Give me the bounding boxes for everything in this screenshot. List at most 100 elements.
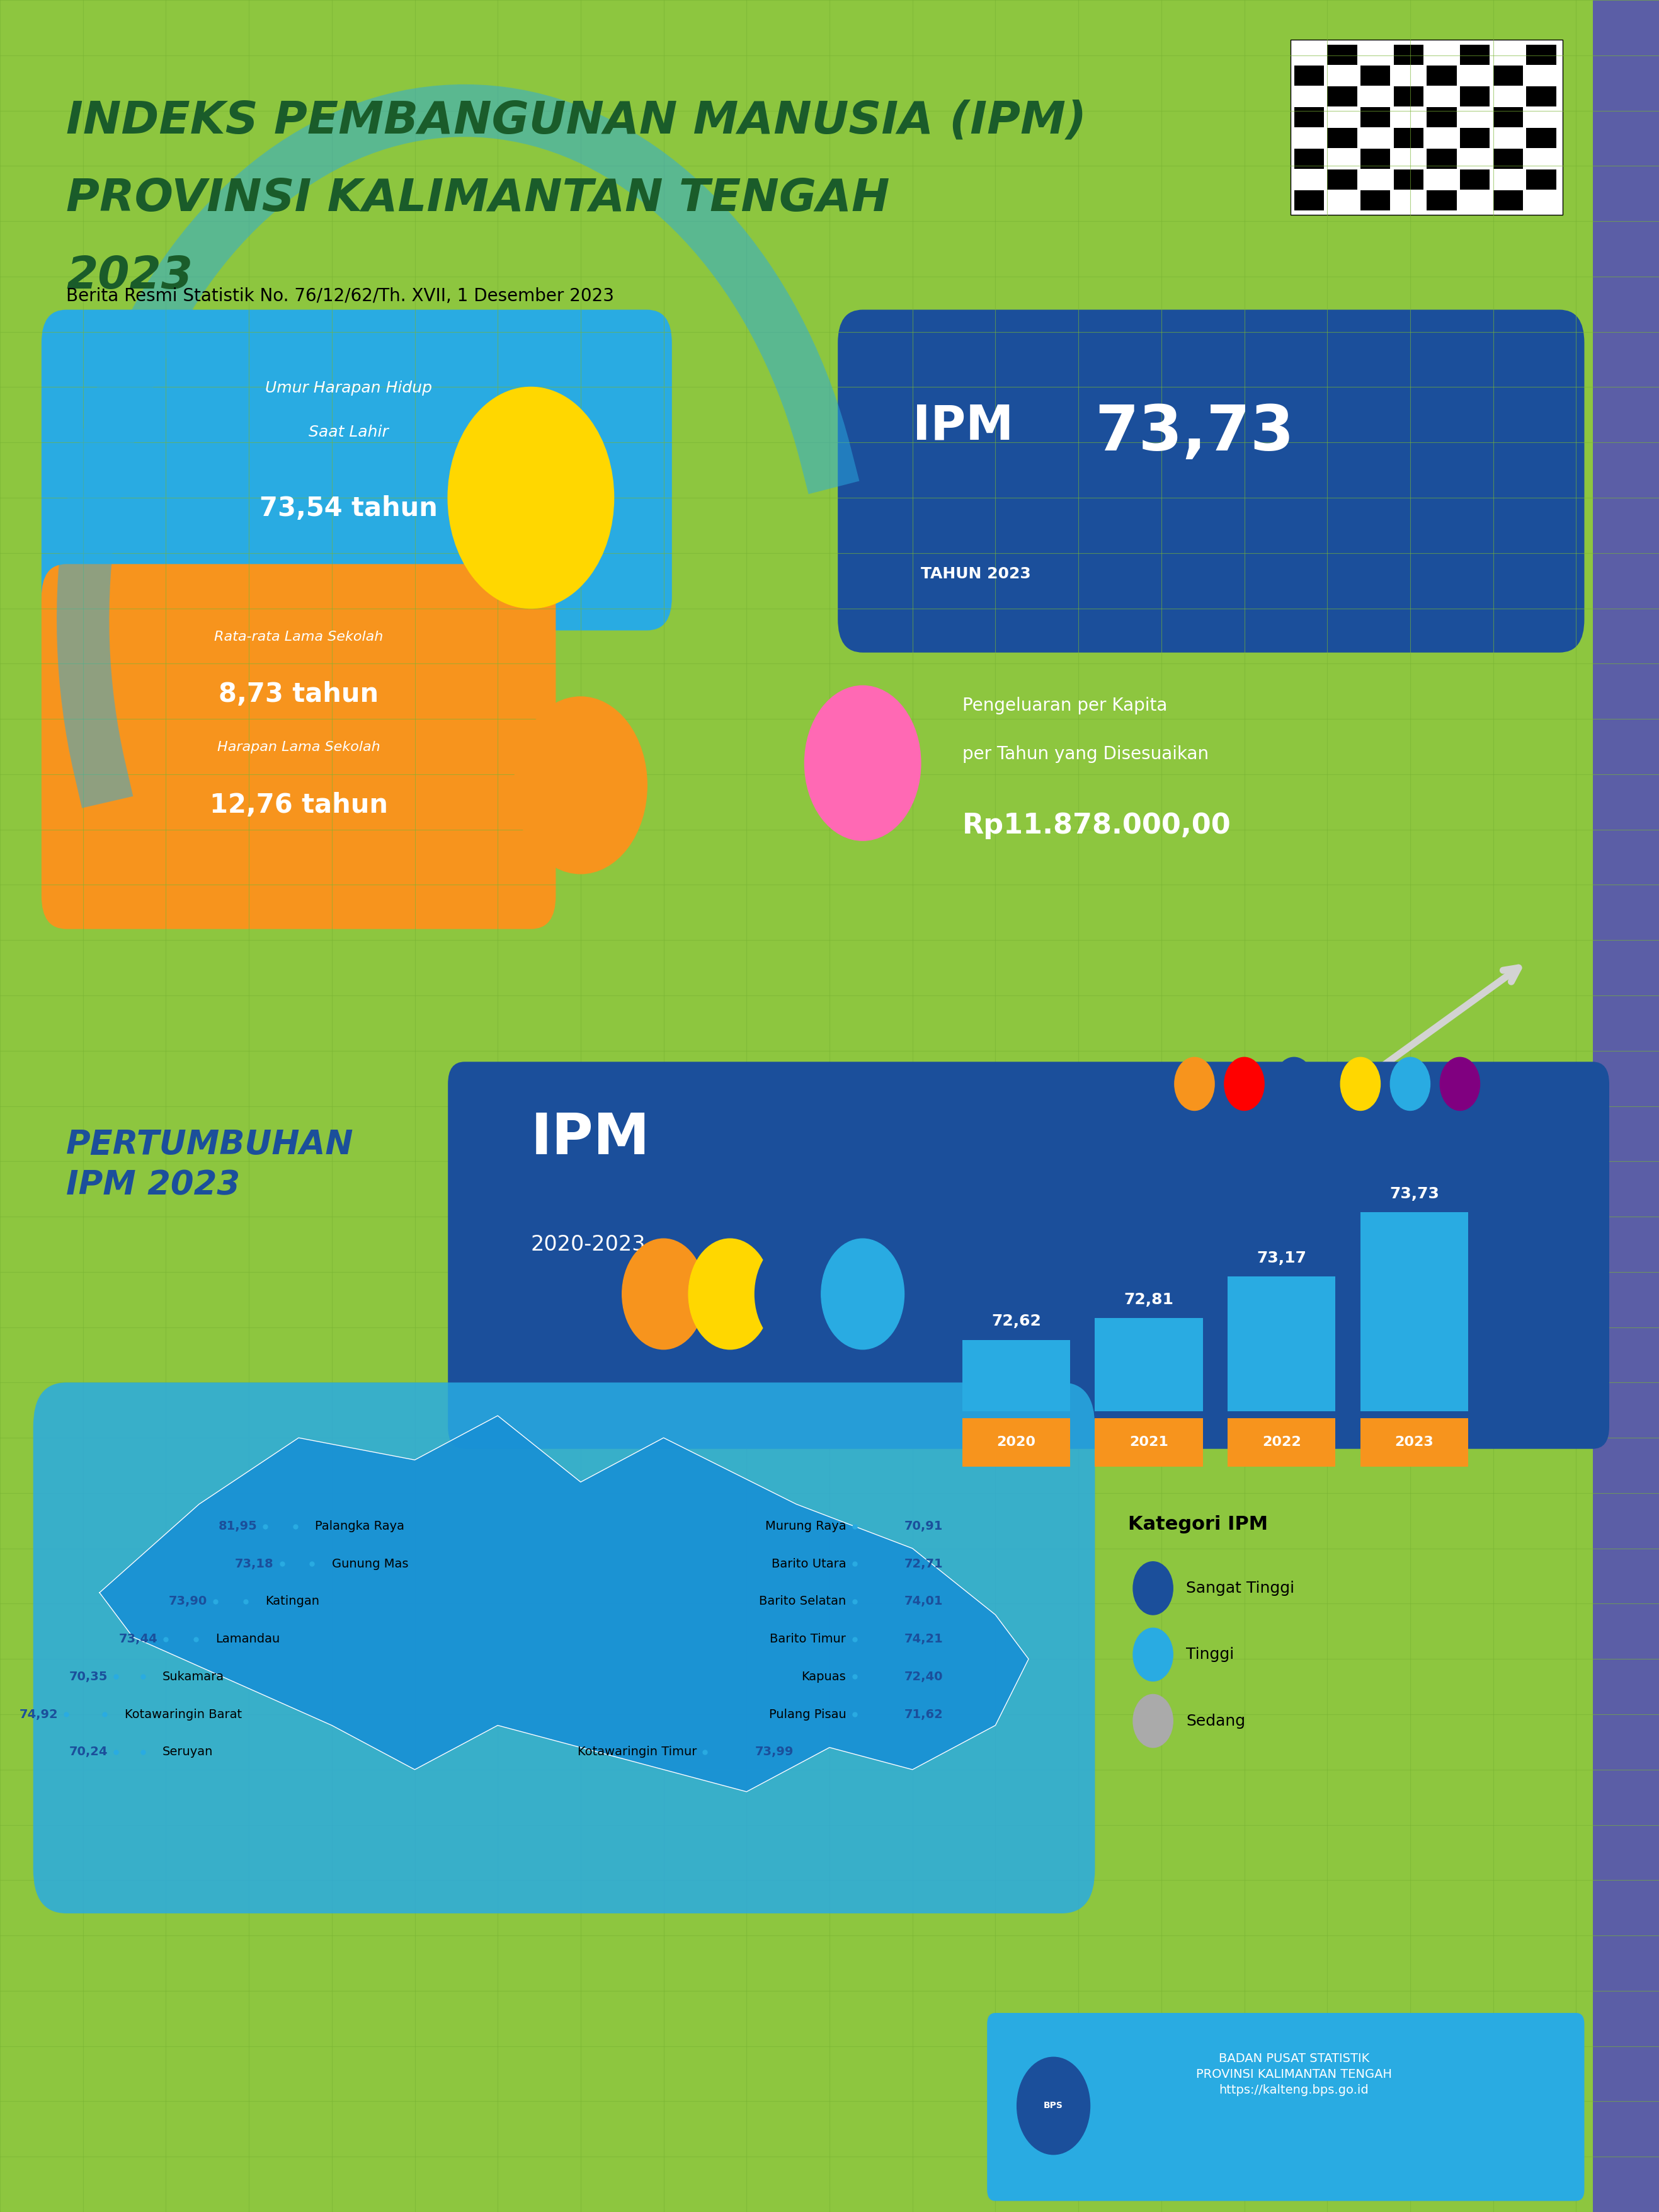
Text: 2023: 2023 (66, 254, 192, 299)
FancyBboxPatch shape (1228, 1276, 1335, 1411)
Text: Kategori IPM: Kategori IPM (1128, 1515, 1267, 1533)
Text: 81,95: 81,95 (219, 1520, 257, 1533)
FancyBboxPatch shape (1360, 1418, 1468, 1467)
FancyBboxPatch shape (1493, 106, 1523, 126)
Text: Sangat Tinggi: Sangat Tinggi (1186, 1582, 1294, 1595)
Text: Pengeluaran per Kapita: Pengeluaran per Kapita (962, 697, 1168, 714)
FancyBboxPatch shape (1427, 66, 1457, 86)
Text: 73,73: 73,73 (1390, 1186, 1438, 1201)
Circle shape (1133, 1562, 1173, 1615)
FancyBboxPatch shape (1493, 66, 1523, 86)
FancyBboxPatch shape (1394, 86, 1423, 106)
FancyBboxPatch shape (1327, 170, 1357, 190)
FancyBboxPatch shape (1294, 190, 1324, 210)
FancyBboxPatch shape (1294, 106, 1324, 126)
FancyBboxPatch shape (1327, 86, 1357, 106)
FancyBboxPatch shape (1360, 190, 1390, 210)
Text: 2023: 2023 (1395, 1436, 1433, 1449)
Circle shape (1390, 1057, 1430, 1110)
Text: 72,62: 72,62 (992, 1314, 1040, 1329)
FancyBboxPatch shape (1460, 44, 1490, 64)
Polygon shape (100, 1416, 1029, 1792)
Text: Kotawaringin Barat: Kotawaringin Barat (124, 1708, 242, 1721)
Text: 72,40: 72,40 (904, 1670, 942, 1683)
Text: Katingan: Katingan (265, 1595, 320, 1608)
FancyBboxPatch shape (962, 1340, 1070, 1411)
Text: Seruyan: Seruyan (163, 1745, 214, 1759)
FancyBboxPatch shape (1360, 66, 1390, 86)
FancyBboxPatch shape (448, 1062, 1609, 1449)
FancyBboxPatch shape (1095, 1318, 1203, 1411)
Text: 73,99: 73,99 (755, 1745, 793, 1759)
FancyBboxPatch shape (1526, 128, 1556, 148)
Text: Rata-rata Lama Sekolah: Rata-rata Lama Sekolah (214, 630, 383, 644)
FancyBboxPatch shape (1294, 148, 1324, 168)
Circle shape (622, 1239, 705, 1349)
Text: 70,35: 70,35 (70, 1670, 108, 1683)
FancyBboxPatch shape (1526, 86, 1556, 106)
FancyBboxPatch shape (1460, 170, 1490, 190)
Text: 74,01: 74,01 (904, 1595, 942, 1608)
Text: Sukamara: Sukamara (163, 1670, 224, 1683)
Circle shape (1017, 2057, 1090, 2154)
FancyBboxPatch shape (1394, 128, 1423, 148)
Text: 12,76 tahun: 12,76 tahun (209, 792, 388, 818)
FancyBboxPatch shape (987, 2013, 1584, 2201)
Text: Sedang: Sedang (1186, 1714, 1246, 1728)
FancyBboxPatch shape (1427, 106, 1457, 126)
Text: 72,71: 72,71 (904, 1557, 942, 1571)
FancyBboxPatch shape (1360, 106, 1390, 126)
Text: PERTUMBUHAN
IPM 2023: PERTUMBUHAN IPM 2023 (66, 1128, 353, 1201)
FancyBboxPatch shape (1360, 1212, 1468, 1411)
Circle shape (1274, 1057, 1314, 1110)
FancyBboxPatch shape (1460, 86, 1490, 106)
Text: 2022: 2022 (1262, 1436, 1301, 1449)
FancyBboxPatch shape (33, 1382, 1095, 1913)
FancyBboxPatch shape (1493, 190, 1523, 210)
FancyBboxPatch shape (1360, 148, 1390, 168)
Text: 8,73 tahun: 8,73 tahun (219, 681, 378, 708)
FancyBboxPatch shape (1460, 128, 1490, 148)
Text: 73,18: 73,18 (236, 1557, 274, 1571)
FancyBboxPatch shape (1294, 66, 1324, 86)
FancyBboxPatch shape (1526, 44, 1556, 64)
Text: 73,90: 73,90 (169, 1595, 207, 1608)
FancyBboxPatch shape (1327, 44, 1357, 64)
Text: Harapan Lama Sekolah: Harapan Lama Sekolah (217, 741, 380, 754)
Text: INDEKS PEMBANGUNAN MANUSIA (IPM): INDEKS PEMBANGUNAN MANUSIA (IPM) (66, 100, 1087, 144)
FancyBboxPatch shape (1593, 0, 1659, 2212)
Circle shape (1224, 1057, 1264, 1110)
Circle shape (1440, 1057, 1480, 1110)
Text: 73,44: 73,44 (119, 1632, 158, 1646)
Text: 73,54 tahun: 73,54 tahun (259, 495, 438, 522)
Circle shape (514, 697, 647, 874)
Text: Kotawaringin Timur: Kotawaringin Timur (577, 1745, 697, 1759)
Circle shape (821, 1239, 904, 1349)
Text: Barito Timur: Barito Timur (770, 1632, 846, 1646)
FancyBboxPatch shape (1427, 148, 1457, 168)
FancyBboxPatch shape (1493, 148, 1523, 168)
Text: 70,91: 70,91 (904, 1520, 942, 1533)
Text: Lamandau: Lamandau (216, 1632, 280, 1646)
FancyBboxPatch shape (1327, 128, 1357, 148)
Text: 73,17: 73,17 (1258, 1250, 1306, 1265)
FancyBboxPatch shape (1427, 190, 1457, 210)
Text: 74,21: 74,21 (904, 1632, 942, 1646)
FancyBboxPatch shape (1394, 44, 1423, 64)
Circle shape (448, 387, 614, 608)
FancyBboxPatch shape (838, 310, 1584, 653)
Text: PROVINSI KALIMANTAN TENGAH: PROVINSI KALIMANTAN TENGAH (66, 177, 889, 221)
Text: IPM: IPM (531, 1110, 650, 1166)
FancyBboxPatch shape (1394, 170, 1423, 190)
Circle shape (805, 686, 921, 841)
Text: Tinggi: Tinggi (1186, 1648, 1234, 1661)
FancyBboxPatch shape (1526, 170, 1556, 190)
Text: Barito Utara: Barito Utara (771, 1557, 846, 1571)
Text: Berita Resmi Statistik No. 76/12/62/Th. XVII, 1 Desember 2023: Berita Resmi Statistik No. 76/12/62/Th. … (66, 288, 614, 305)
Text: Barito Selatan: Barito Selatan (760, 1595, 846, 1608)
Text: Pulang Pisau: Pulang Pisau (768, 1708, 846, 1721)
Text: Saat Lahir: Saat Lahir (309, 425, 388, 440)
FancyBboxPatch shape (41, 564, 556, 929)
Circle shape (755, 1239, 838, 1349)
Text: 72,81: 72,81 (1125, 1292, 1173, 1307)
